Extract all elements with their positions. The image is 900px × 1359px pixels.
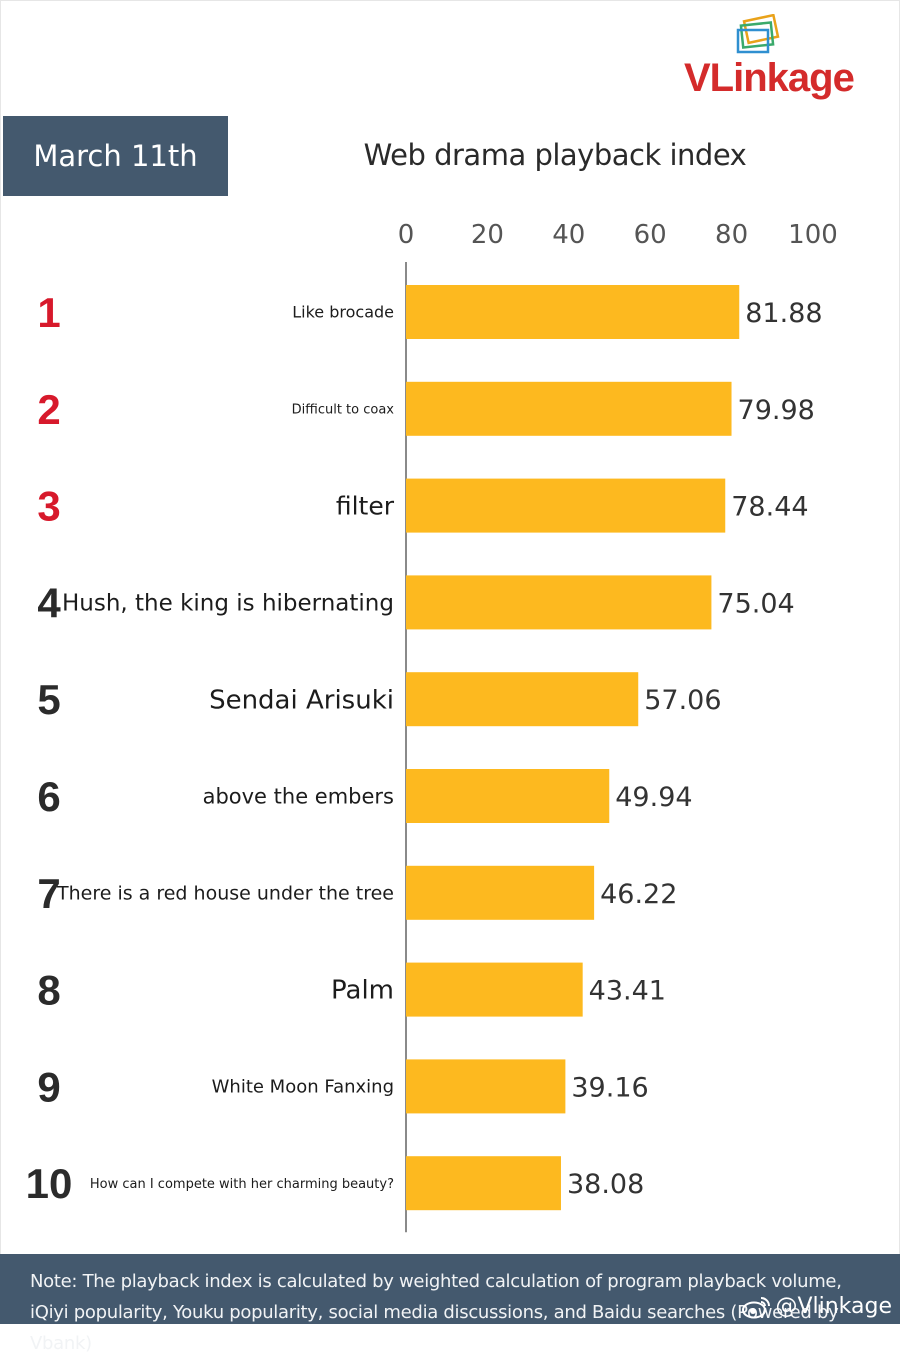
- rank-number: 5: [37, 676, 60, 723]
- x-tick-label: 60: [634, 220, 667, 250]
- rank-number: 2: [37, 386, 60, 433]
- rank-number: 8: [37, 967, 60, 1014]
- weibo-handle[interactable]: @Vlinkage: [741, 1294, 892, 1319]
- category-label: Hush, the king is hibernating: [62, 590, 394, 616]
- x-tick-label: 20: [471, 220, 504, 250]
- category-label: White Moon Fanxing: [212, 1077, 394, 1098]
- logo-wordmark: VLinkage: [684, 56, 894, 101]
- logo-suffix: age: [787, 56, 855, 100]
- value-label: 57.06: [644, 685, 721, 716]
- x-tick-label: 100: [788, 220, 838, 250]
- logo-frames-icon: [736, 14, 780, 54]
- category-label: How can I compete with her charming beau…: [90, 1177, 394, 1192]
- chart-title: Web drama playback index: [363, 138, 747, 172]
- rank-number: 6: [37, 773, 60, 820]
- bar: [406, 865, 595, 920]
- value-label: 78.44: [731, 492, 808, 523]
- category-label: There is a red house under the tree: [56, 882, 394, 904]
- value-label: 39.16: [571, 1072, 648, 1103]
- footer-note: Note: The playback index is calculated b…: [30, 1271, 842, 1354]
- logo-prefix: VLink: [684, 56, 789, 100]
- bar: [406, 575, 712, 630]
- rank-number: 9: [37, 1063, 60, 1110]
- x-tick-label: 40: [552, 220, 585, 250]
- rank-number: 4: [37, 579, 61, 626]
- category-label: Difficult to coax: [292, 402, 395, 417]
- bar: [406, 1156, 561, 1211]
- bar-chart: 0 20 40 60 80 100 81.88 Like brocade 1 79.98 Diffi…: [26, 220, 838, 1233]
- value-label: 81.88: [745, 298, 822, 329]
- rank-number: 1: [37, 289, 60, 336]
- footer-bar: Note: The playback index is calculated b…: [0, 1254, 900, 1354]
- rank-number: 7: [37, 870, 60, 917]
- rank-number: 10: [26, 1160, 73, 1207]
- bar: [406, 962, 583, 1017]
- value-label: 38.08: [567, 1169, 644, 1200]
- x-tick-label: 0: [398, 220, 415, 250]
- category-label: filter: [336, 491, 395, 520]
- value-label: 46.22: [600, 879, 677, 910]
- weibo-icon: [742, 1296, 771, 1318]
- x-tick-label: 80: [715, 220, 748, 250]
- date-label: March 11th: [3, 116, 228, 196]
- bar: [406, 285, 740, 339]
- category-label: above the embers: [203, 784, 394, 808]
- bar: [406, 769, 610, 823]
- category-label: Sendai Arisuki: [209, 685, 394, 715]
- value-label: 43.41: [589, 976, 666, 1007]
- value-label: 79.98: [738, 395, 815, 426]
- bar: [406, 672, 639, 727]
- rank-number: 3: [37, 483, 60, 530]
- vlinkage-logo: VLinkage: [684, 14, 894, 104]
- bar: [406, 381, 732, 436]
- bar: [406, 1059, 566, 1114]
- value-label: 49.94: [615, 782, 692, 813]
- category-label: Palm: [331, 976, 394, 1006]
- value-label: 75.04: [717, 588, 794, 619]
- bar: [406, 478, 726, 533]
- handle-text: @Vlinkage: [775, 1294, 892, 1319]
- category-label: Like brocade: [292, 303, 394, 322]
